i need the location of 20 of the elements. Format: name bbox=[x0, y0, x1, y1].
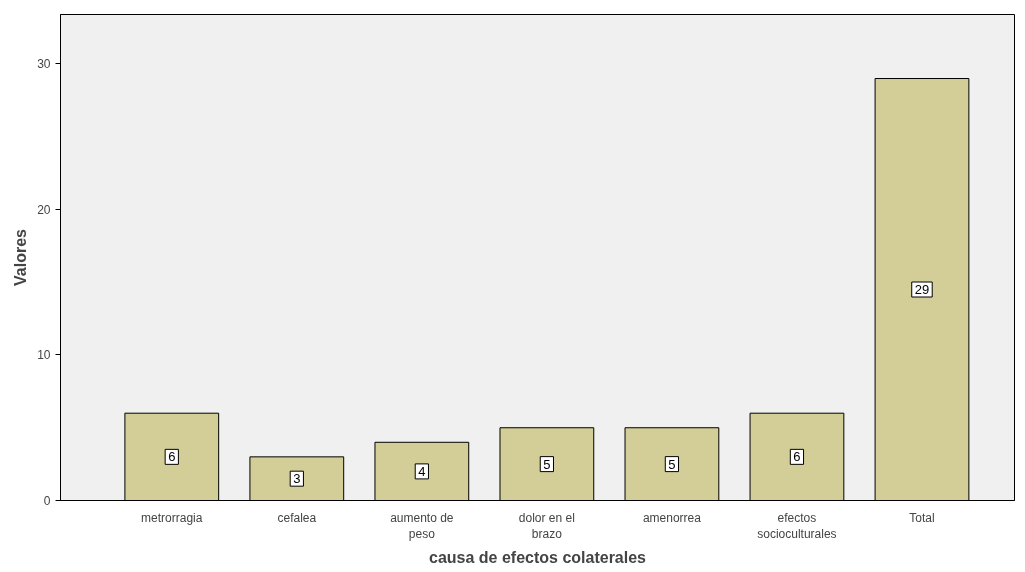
x-tick-label: cefalea bbox=[277, 510, 317, 525]
y-tick-label: 10 bbox=[37, 348, 51, 363]
x-tick-label: dolor en el brazo bbox=[518, 510, 575, 542]
x-tick-label: efectos socioculturales bbox=[757, 510, 837, 542]
data-label: 29 bbox=[914, 282, 930, 298]
x-tick-label: Total bbox=[909, 510, 935, 525]
data-label: 3 bbox=[293, 471, 301, 487]
x-tick-label: amenorrea bbox=[642, 510, 702, 525]
x-tick-label: metrorragia bbox=[141, 510, 203, 525]
y-tick-label: 0 bbox=[43, 494, 51, 508]
y-tick-label: 30 bbox=[37, 57, 51, 72]
y-tick-label: 20 bbox=[37, 202, 51, 217]
data-label: 6 bbox=[793, 449, 801, 465]
x-tick-label: aumento de peso bbox=[390, 510, 454, 542]
data-label: 4 bbox=[418, 463, 426, 479]
x-axis-title: causa de efectos colaterales bbox=[429, 549, 647, 567]
data-label: 5 bbox=[543, 456, 551, 472]
y-axis-title: Valores bbox=[12, 228, 30, 286]
data-label: 5 bbox=[668, 456, 676, 472]
data-label: 6 bbox=[168, 449, 176, 465]
